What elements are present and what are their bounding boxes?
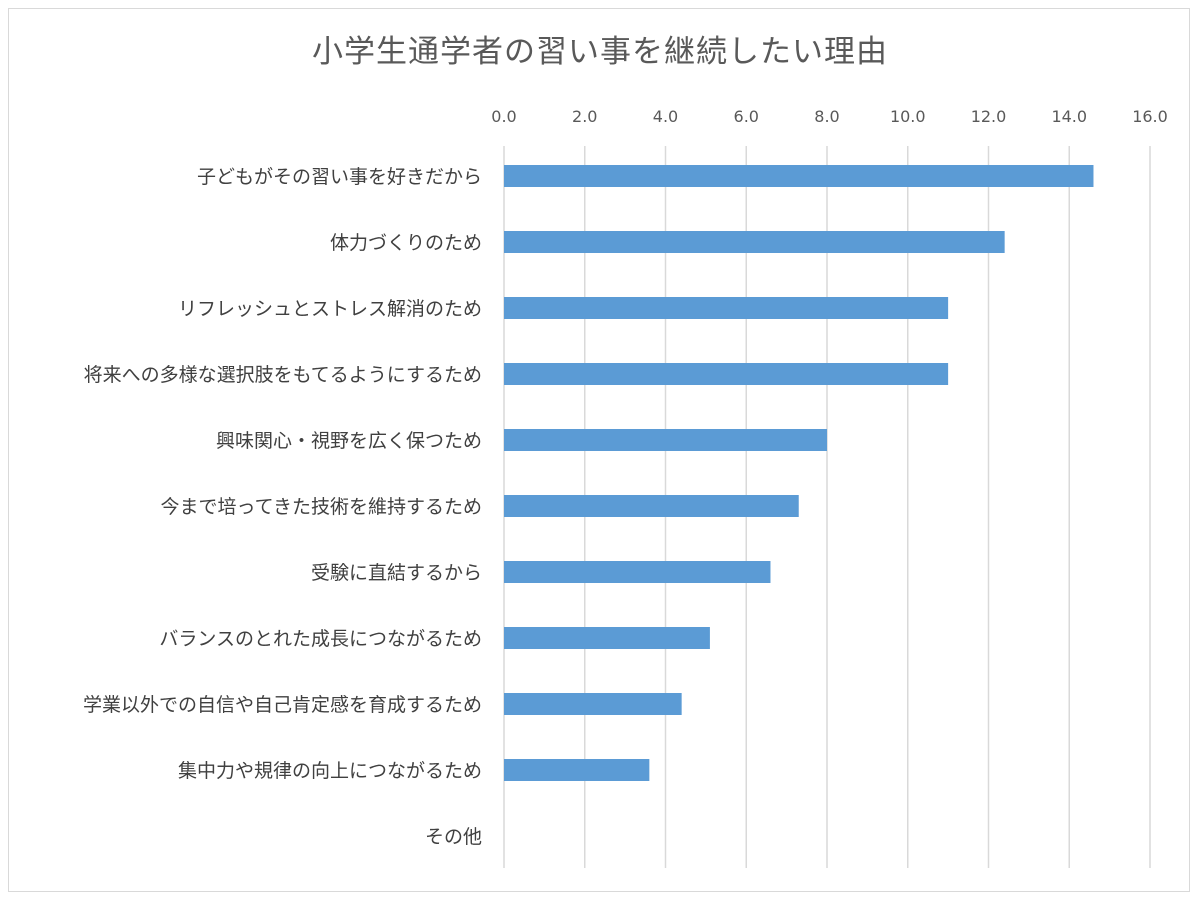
- bars: [504, 165, 1094, 781]
- category-label: 体力づくりのため: [330, 232, 482, 254]
- bar: [504, 561, 771, 583]
- bar: [504, 165, 1094, 187]
- x-axis-ticks: 0.0 2.0 4.0 6.0 8.0 10.0 12.0 14.0 16.0: [491, 107, 1168, 126]
- category-labels: 子どもがその習い事を好きだから体力づくりのためリフレッシュとストレス解消のため将…: [83, 166, 482, 848]
- category-label: 集中力や規律の向上につながるため: [178, 760, 482, 782]
- x-tick-label: 0.0: [491, 107, 516, 126]
- bar: [504, 297, 949, 319]
- bar: [504, 693, 682, 715]
- category-label: 興味関心・視野を広く保つため: [216, 430, 482, 452]
- chart-title: 小学生通学者の習い事を継続したい理由: [312, 34, 888, 70]
- category-label: その他: [425, 826, 482, 848]
- bar: [504, 231, 1005, 253]
- bar: [504, 495, 799, 517]
- category-label: バランスのとれた成長につながるため: [159, 628, 482, 650]
- category-label: 今まで培ってきた技術を維持するため: [161, 496, 482, 518]
- x-tick-label: 12.0: [971, 107, 1007, 126]
- category-label: 将来への多様な選択肢をもてるようにするため: [84, 364, 482, 386]
- bar: [504, 363, 949, 385]
- x-tick-label: 10.0: [890, 107, 926, 126]
- bar: [504, 429, 827, 451]
- x-tick-label: 16.0: [1132, 107, 1168, 126]
- category-label: 子どもがその習い事を好きだから: [197, 166, 482, 188]
- x-tick-label: 4.0: [653, 107, 678, 126]
- bar: [504, 627, 710, 649]
- bar: [504, 759, 650, 781]
- gridlines: [503, 146, 1151, 868]
- x-tick-label: 14.0: [1051, 107, 1087, 126]
- category-label: リフレッシュとストレス解消のため: [178, 298, 482, 320]
- category-label: 学業以外での自信や自己肯定感を育成するため: [83, 694, 482, 716]
- x-tick-label: 2.0: [572, 107, 597, 126]
- x-tick-label: 6.0: [734, 107, 759, 126]
- x-tick-label: 8.0: [814, 107, 839, 126]
- category-label: 受験に直結するから: [311, 562, 482, 584]
